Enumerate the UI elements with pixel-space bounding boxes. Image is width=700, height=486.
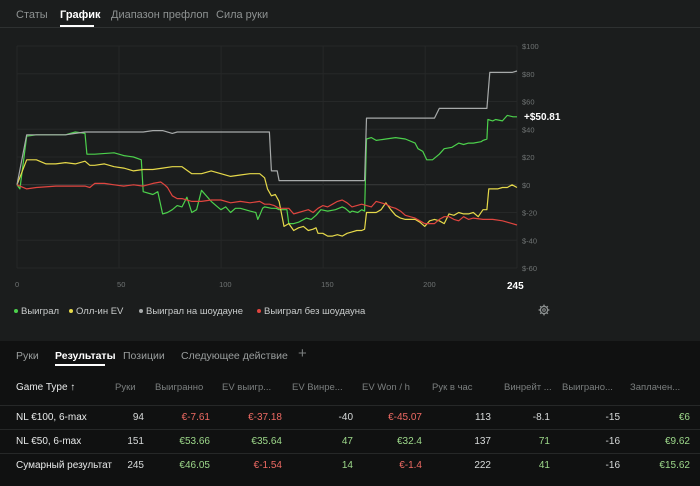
series-line-2 (16, 70, 518, 185)
gear-icon[interactable] (538, 304, 550, 316)
cell-game-type: NL €100, 6-max (16, 412, 87, 423)
legend-item-allin-ev[interactable]: Олл-ин EV (69, 306, 123, 317)
cell-game-type: NL €50, 6-max (16, 436, 82, 447)
y-tick-label: $40 (522, 125, 535, 134)
col-winrate[interactable]: Винрейт ... (504, 382, 552, 393)
cell-won: €53.66 (179, 436, 210, 447)
y-tick-label: $-60 (522, 264, 537, 273)
table-row-total[interactable]: Сумарный результат 245 €46.05 €-1.54 14 … (0, 453, 700, 478)
table-row[interactable]: NL €50, 6-max 151 €53.66 €35.64 47 €32.4… (0, 429, 700, 454)
y-tick-label: $0 (522, 181, 530, 190)
tab-graph[interactable]: График (60, 9, 101, 21)
top-tab-bar: Статы График Диапазон префлоп Сила руки (0, 0, 700, 28)
col-hands[interactable]: Руки (115, 382, 136, 393)
cell-paid: €15.62 (659, 460, 690, 471)
tab-stats[interactable]: Статы (16, 9, 48, 21)
series-line-1 (16, 159, 518, 237)
cell-won: €46.05 (179, 460, 210, 471)
cell-hands: 94 (132, 412, 144, 423)
x-tick-label: 50 (117, 280, 125, 289)
tab-hand-strength[interactable]: Сила руки (216, 9, 269, 21)
tab-next-action[interactable]: Следующее действие (181, 350, 288, 362)
col-ev-winrate[interactable]: EV Винре... (292, 382, 343, 393)
legend-dot-showdown (139, 309, 143, 314)
cell-ev-won: €-37.18 (248, 412, 282, 423)
active-tab-underline (60, 25, 94, 27)
tab-results[interactable]: Результаты (55, 350, 116, 362)
cell-ev-won: €35.64 (251, 436, 282, 447)
cell-hands-h: 137 (474, 436, 491, 447)
cell-hands: 151 (127, 436, 144, 447)
col-won[interactable]: Выигранно (155, 382, 204, 393)
tab-preflop-range[interactable]: Диапазон префлоп (111, 9, 209, 21)
col-ev-won[interactable]: EV выигр... (222, 382, 272, 393)
cell-ev-winrate: 47 (341, 436, 353, 447)
y-tick-label: $20 (522, 153, 535, 162)
cell-won-2: -15 (605, 412, 620, 423)
cell-game-type: Сумарный результат (16, 460, 112, 471)
col-game-type[interactable]: Game Type ↑ (16, 382, 76, 393)
chart-grid (16, 45, 518, 269)
series-line-3 (16, 181, 518, 226)
y-tick-label: $60 (522, 98, 535, 107)
results-panel: Руки Результаты Позиции Следующее действ… (0, 341, 700, 486)
chart-lines (16, 70, 518, 237)
col-ev-won-per-hour[interactable]: EV Won / h (362, 382, 410, 393)
x-axis-ticks: 0 50 100 150 200 245 (15, 280, 524, 292)
x-tick-label: 150 (321, 280, 334, 289)
cell-ev-won-h: €32.4 (396, 436, 422, 447)
x-tick-label: 0 (15, 280, 19, 289)
tab-positions[interactable]: Позиции (123, 350, 165, 362)
legend-label-showdown: Выиграл на шоудауне (146, 306, 244, 317)
cell-ev-won-h: €-1.4 (399, 460, 422, 471)
x-tick-label: 200 (423, 280, 436, 289)
legend-item-nonshowdown[interactable]: Выиграл без шоудауна (257, 306, 365, 317)
y-tick-label: $80 (522, 70, 535, 79)
y-tick-label: $100 (522, 42, 539, 51)
cell-hands: 245 (127, 460, 144, 471)
legend-label-won: Выиграл (21, 306, 60, 317)
tab-hands[interactable]: Руки (16, 350, 39, 362)
cell-winrate: 41 (538, 460, 550, 471)
legend-dot-nonshowdown (257, 309, 261, 314)
cell-won: €-7.61 (181, 412, 210, 423)
y-tick-label: $-40 (522, 236, 537, 245)
col-paid[interactable]: Заплачен... (630, 382, 681, 393)
results-tab-underline (55, 364, 105, 366)
legend-label-allin: Олл-ин EV (76, 306, 124, 317)
add-tab-icon[interactable]: + (298, 345, 307, 362)
cell-ev-winrate: -40 (338, 412, 353, 423)
cell-winrate: -8.1 (532, 412, 550, 423)
cell-won-2: -16 (605, 436, 620, 447)
legend-dot-allin (69, 309, 73, 314)
cell-hands-h: 222 (474, 460, 491, 471)
col-won-2[interactable]: Выиграно... (562, 382, 613, 393)
cell-ev-won: €-1.54 (253, 460, 282, 471)
table-header: Game Type ↑ Руки Выигранно EV выигр... E… (0, 373, 700, 405)
cell-won-2: -16 (605, 460, 620, 471)
y-tick-label: $-20 (522, 209, 537, 218)
x-tick-label: 100 (219, 280, 232, 289)
winnings-chart: $100 $80 $60 $40 $20 $0 $-20 $-40 $-60 0 50 100 150… (15, 42, 561, 292)
cell-winrate: 71 (538, 436, 550, 447)
legend-item-won[interactable]: Выиграл (14, 306, 59, 317)
cell-ev-won-h: €-45.07 (388, 412, 422, 423)
cell-paid: €9.62 (664, 436, 690, 447)
table-row[interactable]: NL €100, 6-max 94 €-7.61 €-37.18 -40 €-4… (0, 405, 700, 430)
legend-label-nonshowdown: Выиграл без шоудауна (264, 306, 366, 317)
col-hands-per-hour[interactable]: Рук в час (432, 382, 473, 393)
final-value-label: +$50.81 (524, 112, 561, 123)
cell-ev-winrate: 14 (341, 460, 353, 471)
x-tick-label: 245 (507, 281, 524, 292)
cell-paid: €6 (678, 412, 690, 423)
legend-dot-won (14, 309, 18, 314)
legend-item-showdown[interactable]: Выиграл на шоудауне (139, 306, 243, 317)
y-axis-ticks: $100 $80 $60 $40 $20 $0 $-20 $-40 $-60 (522, 42, 539, 273)
cell-hands-h: 113 (475, 412, 491, 423)
